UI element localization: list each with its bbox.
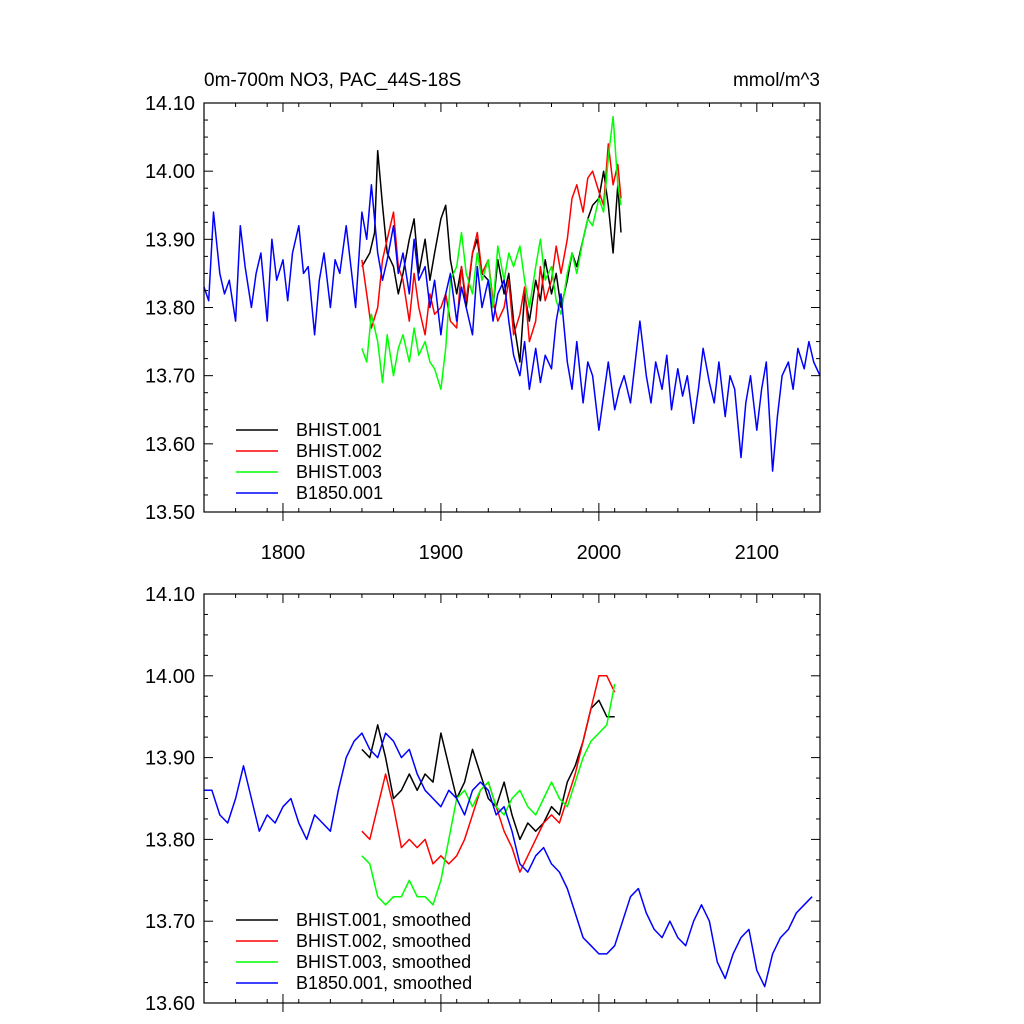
top-xtick-label: 2000 [577,542,622,564]
top-legend-label: B1850.001 [296,483,383,503]
bottom-axis-ticks: 13.60 13.70 13.80 13.90 14.00 14.10 [145,584,820,1015]
top-panel-title: 0m-700m NO3, PAC_44S-18S [204,70,461,91]
top-ytick-label: 13.90 [145,229,195,251]
bottom-ytick-label: 14.10 [145,584,195,606]
bottom-ytick-label: 14.00 [145,666,195,688]
bottom-series-line-2 [361,675,616,873]
top-ytick-label: 14.00 [145,161,195,183]
bottom-ytick-label: 13.90 [145,748,195,770]
top-xtick-label: 1900 [419,542,464,564]
top-series-line-3 [361,115,622,391]
top-series-line-1 [361,149,622,363]
top-series-group [203,115,821,472]
top-ytick-label: 13.80 [145,298,195,320]
top-legend-label: BHIST.003 [296,462,382,482]
top-series-line-4 [203,184,821,472]
bottom-series-line-3 [361,683,616,906]
top-legend-label: BHIST.002 [296,441,382,461]
bottom-panel: 13.60 13.70 13.80 13.90 14.00 14.10 BHIST.001… [145,584,821,1015]
bottom-ytick-label: 13.70 [145,911,195,933]
bottom-legend-label: BHIST.003, smoothed [296,952,471,972]
bottom-series-group [204,675,813,988]
top-ytick-label: 14.10 [145,93,195,115]
bottom-series-line-1 [361,699,615,841]
bottom-ytick-label: 13.60 [145,993,195,1015]
top-ytick-label: 13.70 [145,366,195,388]
top-axis-ticks: 13.50 13.60 13.70 13.80 13.90 14.00 14.10 1800 1… [145,93,820,564]
bottom-legend-label: BHIST.001, smoothed [296,910,471,930]
bottom-legend-label: BHIST.002, smoothed [296,931,471,951]
top-ytick-label: 13.60 [145,434,195,456]
top-panel: 0m-700m NO3, PAC_44S-18S mmol/m^3 13.501… [145,70,821,564]
top-panel-units: mmol/m^3 [733,70,820,91]
bottom-ytick-label: 13.80 [145,829,195,851]
top-xtick-label: 2100 [735,542,780,564]
bottom-series-line-4 [204,732,813,988]
bottom-legend-label: B1850.001, smoothed [296,973,472,993]
top-ytick-label: 13.50 [145,502,195,524]
top-legend-label: BHIST.001 [296,420,382,440]
top-xtick-label: 1800 [261,542,306,564]
